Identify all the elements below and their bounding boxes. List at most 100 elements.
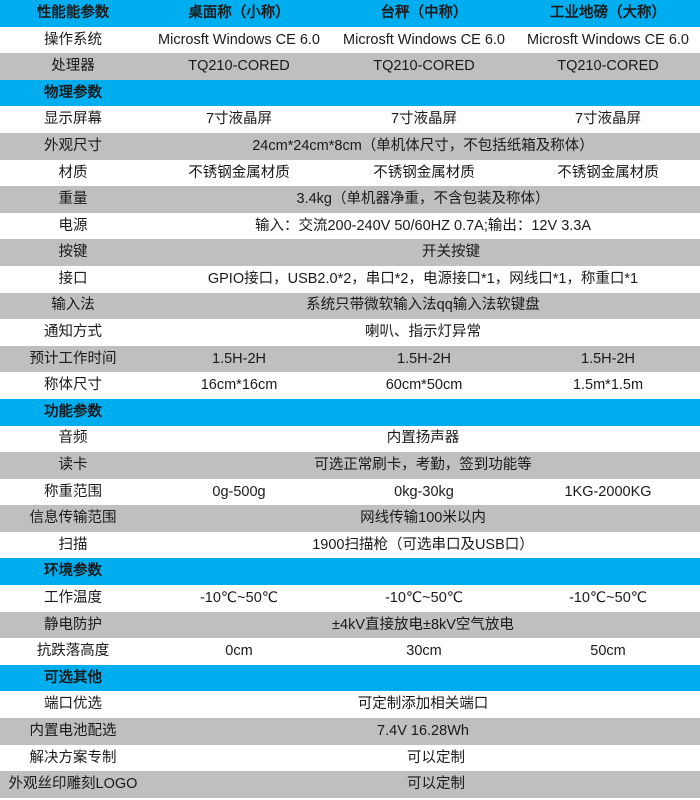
table-row: 静电防护 ±4kV直接放电±8kV空气放电 (0, 611, 700, 639)
column-header-2: 台秤（中称） (332, 0, 516, 27)
row-value-2: 1.5H-2H (516, 345, 700, 373)
row-value-0: Microsft Windows CE 6.0 (146, 26, 332, 54)
row-label: 接口 (0, 265, 146, 293)
table-row: 按键 开关按键 (0, 239, 700, 266)
row-value-2: TQ210-CORED (516, 53, 700, 80)
row-value-span: ±4kV直接放电±8kV空气放电 (146, 611, 700, 639)
section-filler (146, 664, 700, 692)
row-label: 端口优选 (0, 691, 146, 719)
row-value-span: 内置扬声器 (146, 425, 700, 453)
row-value-1: TQ210-CORED (332, 53, 516, 80)
row-value-0: 16cm*16cm (146, 372, 332, 399)
column-header-1: 桌面称（小称） (146, 0, 332, 27)
row-value-2: 50cm (516, 638, 700, 665)
row-value-0: 7寸液晶屏 (146, 106, 332, 133)
row-value-2: 不锈钢金属材质 (516, 159, 700, 187)
row-value-span: 可以定制 (146, 771, 700, 798)
table-row: 称重范围 0g-500g 0kg-30kg 1KG-2000KG (0, 478, 700, 506)
section-header-row: 功能参数 (0, 398, 700, 426)
row-value-span: 输入：交流200-240V 50/60HZ 0.7A;输出：12V 3.3A (146, 212, 700, 240)
row-label: 抗跌落高度 (0, 638, 146, 665)
table-row: 读卡 可选正常刷卡，考勤，签到功能等 (0, 452, 700, 479)
section-title: 环境参数 (0, 558, 146, 586)
row-label: 外观尺寸 (0, 132, 146, 160)
section-filler (146, 398, 700, 426)
table-row: 电源 输入：交流200-240V 50/60HZ 0.7A;输出：12V 3.3A (0, 212, 700, 240)
row-value-1: 不锈钢金属材质 (332, 159, 516, 187)
row-value-span: 网线传输100米以内 (146, 505, 700, 532)
row-value-1: 30cm (332, 638, 516, 665)
row-value-2: Microsft Windows CE 6.0 (516, 26, 700, 54)
row-label: 通知方式 (0, 319, 146, 346)
row-label: 重量 (0, 186, 146, 213)
row-value-1: 60cm*50cm (332, 372, 516, 399)
row-value-1: 7寸液晶屏 (332, 106, 516, 133)
section-header-row: 环境参数 (0, 558, 700, 586)
section-title: 功能参数 (0, 398, 146, 426)
row-value-span: 可定制添加相关端口 (146, 691, 700, 719)
row-value-0: 1.5H-2H (146, 345, 332, 373)
row-label: 静电防护 (0, 611, 146, 639)
row-label: 称体尺寸 (0, 372, 146, 399)
row-label: 读卡 (0, 452, 146, 479)
table-row: 重量 3.4kg（单机器净重，不含包装及称体） (0, 186, 700, 213)
row-label: 解决方案专制 (0, 744, 146, 772)
table-row: 工作温度 -10℃~50℃ -10℃~50℃ -10℃~50℃ (0, 585, 700, 612)
row-label: 操作系统 (0, 26, 146, 54)
table-row: 称体尺寸 16cm*16cm 60cm*50cm 1.5m*1.5m (0, 372, 700, 399)
row-value-0: -10℃~50℃ (146, 585, 332, 612)
table-row: 内置电池配选 7.4V 16.28Wh (0, 718, 700, 745)
row-label: 材质 (0, 159, 146, 187)
column-header-0: 性能能参数 (0, 0, 146, 27)
row-value-span: 1900扫描枪（可选串口及USB口） (146, 531, 700, 559)
table-row: 操作系统 Microsft Windows CE 6.0 Microsft Wind… (0, 26, 700, 54)
row-value-1: Microsft Windows CE 6.0 (332, 26, 516, 54)
row-label: 工作温度 (0, 585, 146, 612)
row-label: 内置电池配选 (0, 718, 146, 745)
row-label: 音频 (0, 425, 146, 453)
row-label: 称重范围 (0, 478, 146, 506)
table-row: 处理器 TQ210-CORED TQ210-CORED TQ210-CORED (0, 53, 700, 80)
row-value-span: 喇叭、指示灯异常 (146, 319, 700, 346)
row-value-span: 系统只带微软输入法qq输入法软键盘 (146, 292, 700, 320)
table-row: 显示屏幕 7寸液晶屏 7寸液晶屏 7寸液晶屏 (0, 106, 700, 133)
table-row: 外观丝印雕刻LOGO 可以定制 (0, 771, 700, 798)
row-label: 外观丝印雕刻LOGO (0, 771, 146, 798)
row-label: 按键 (0, 239, 146, 266)
table-row: 输入法 系统只带微软输入法qq输入法软键盘 (0, 292, 700, 320)
row-label: 输入法 (0, 292, 146, 320)
row-label: 处理器 (0, 53, 146, 80)
row-value-2: 1KG-2000KG (516, 478, 700, 506)
section-header-row: 可选其他 (0, 664, 700, 692)
table-row: 音频 内置扬声器 (0, 425, 700, 453)
row-value-2: -10℃~50℃ (516, 585, 700, 612)
row-value-span: 开关按键 (146, 239, 700, 266)
table-row: 抗跌落高度 0cm 30cm 50cm (0, 638, 700, 665)
row-value-2: 1.5m*1.5m (516, 372, 700, 399)
table-row: 接口 GPIO接口，USB2.0*2，串口*2，电源接口*1，网线口*1，称重口*… (0, 265, 700, 293)
row-label: 电源 (0, 212, 146, 240)
section-header-row: 物理参数 (0, 79, 700, 107)
section-filler (146, 558, 700, 586)
row-label: 扫描 (0, 531, 146, 559)
section-title: 物理参数 (0, 79, 146, 107)
row-value-span: 7.4V 16.28Wh (146, 718, 700, 745)
row-value-2: 7寸液晶屏 (516, 106, 700, 133)
table-row: 材质 不锈钢金属材质 不锈钢金属材质 不锈钢金属材质 (0, 159, 700, 187)
table-row: 通知方式 喇叭、指示灯异常 (0, 319, 700, 346)
row-value-span: 可选正常刷卡，考勤，签到功能等 (146, 452, 700, 479)
table-row: 扫描 1900扫描枪（可选串口及USB口） (0, 531, 700, 559)
row-value-0: TQ210-CORED (146, 53, 332, 80)
row-label: 预计工作时间 (0, 345, 146, 373)
row-value-span: 可以定制 (146, 744, 700, 772)
section-filler (146, 79, 700, 107)
table-header-row: 性能能参数 桌面称（小称） 台秤（中称） 工业地磅（大称） (0, 0, 700, 27)
row-value-0: 0cm (146, 638, 332, 665)
table-row: 信息传输范围 网线传输100米以内 (0, 505, 700, 532)
row-label: 显示屏幕 (0, 106, 146, 133)
row-value-span: 3.4kg（单机器净重，不含包装及称体） (146, 186, 700, 213)
row-value-1: -10℃~50℃ (332, 585, 516, 612)
row-value-span: 24cm*24cm*8cm（单机体尺寸，不包括纸箱及称体） (146, 132, 700, 160)
